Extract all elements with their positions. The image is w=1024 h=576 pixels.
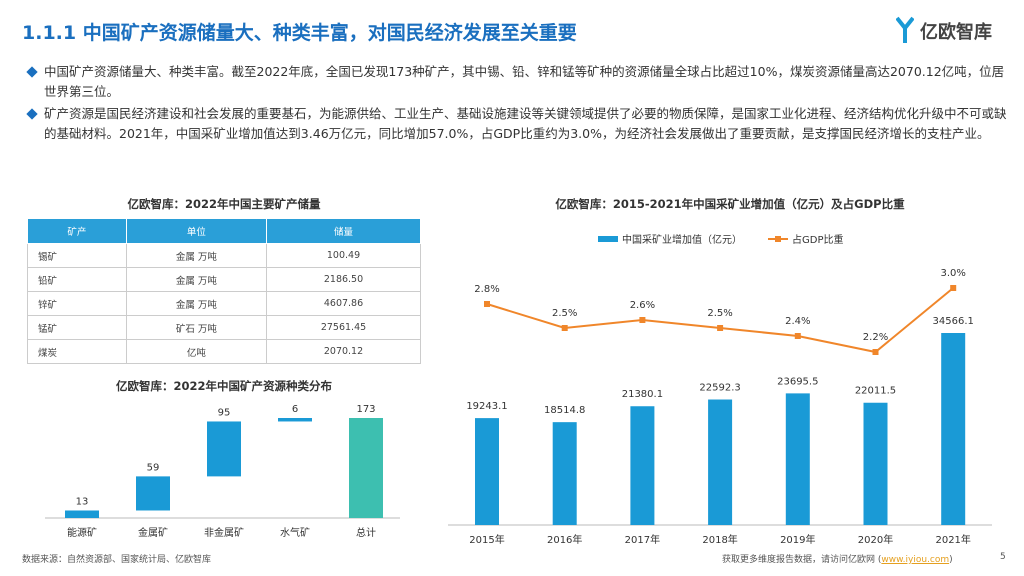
x-tick-label: 2018年 bbox=[702, 533, 737, 546]
table-row: 铅矿 金属 万吨 2186.50 bbox=[27, 267, 421, 292]
footer-text: 获取更多维度报告数据，请访问亿欧网 ( bbox=[722, 555, 882, 565]
bar bbox=[552, 422, 577, 525]
cell: 锰矿 bbox=[27, 315, 127, 340]
cell: 锡矿 bbox=[27, 243, 127, 268]
bar bbox=[941, 333, 966, 525]
bar bbox=[630, 406, 655, 525]
x-tick-label: 非金属矿 bbox=[204, 526, 244, 539]
bar bbox=[207, 421, 241, 477]
chart-title: 亿欧智库：2022年中国矿产资源种类分布 bbox=[115, 379, 332, 393]
column-header: 储量 bbox=[266, 218, 421, 244]
x-tick-label: 能源矿 bbox=[67, 526, 97, 539]
data-label: 173 bbox=[356, 404, 375, 415]
bar bbox=[65, 510, 99, 518]
x-tick-label: 2019年 bbox=[780, 533, 815, 546]
data-label: 34566.1 bbox=[933, 316, 974, 327]
x-tick-label: 2020年 bbox=[858, 533, 893, 546]
column-header: 单位 bbox=[125, 218, 268, 244]
point bbox=[639, 317, 646, 323]
x-tick-label: 金属矿 bbox=[138, 526, 168, 539]
bar bbox=[708, 399, 733, 525]
legend-label: 占GDP比重 bbox=[792, 233, 843, 246]
legend-label: 中国采矿业增加值（亿元） bbox=[622, 233, 742, 246]
data-label: 2.2% bbox=[863, 332, 888, 343]
footer-text: ) bbox=[949, 555, 953, 565]
data-label: 21380.1 bbox=[622, 389, 663, 400]
bullet: 矿产资源是国民经济建设和社会发展的重要基石，为能源供给、工业生产、基础设施建设等… bbox=[44, 104, 1010, 144]
x-tick-label: 2016年 bbox=[547, 533, 582, 546]
bullet: 中国矿产资源储量大、种类丰富。截至2022年底，全国已发现173种矿产，其中锡、… bbox=[44, 62, 1010, 102]
logo: 亿欧智库 bbox=[920, 22, 992, 43]
logo-icon bbox=[896, 16, 914, 43]
point bbox=[872, 349, 879, 355]
table-row: 煤炭 亿吨 2070.12 bbox=[27, 339, 421, 364]
page-number: 5 bbox=[1000, 552, 1006, 562]
table-title: 亿欧智库：2022年中国主要矿产储量 bbox=[127, 197, 321, 211]
point bbox=[717, 325, 724, 331]
legend-swatch bbox=[775, 236, 781, 242]
point bbox=[484, 301, 490, 307]
data-label: 2.5% bbox=[707, 308, 732, 319]
data-label: 2.8% bbox=[474, 284, 499, 295]
point bbox=[561, 325, 568, 331]
data-label: 2.4% bbox=[785, 316, 810, 327]
legend-swatch bbox=[598, 236, 618, 242]
data-label: 95 bbox=[218, 407, 231, 418]
data-label: 23695.5 bbox=[777, 376, 818, 387]
table-header: 矿产 单位 储量 bbox=[27, 218, 421, 244]
bar bbox=[785, 393, 810, 525]
bar bbox=[349, 418, 383, 518]
bar bbox=[475, 418, 499, 525]
data-label: 22011.5 bbox=[855, 386, 896, 397]
x-tick-label: 2015年 bbox=[469, 533, 504, 546]
data-label: 6 bbox=[292, 404, 298, 415]
reserve-table: 矿产 单位 储量 锡矿 金属 万吨 100.49 铅矿 金属 万吨 2186.50 锌矿 金属 万吨… bbox=[27, 218, 421, 364]
bar bbox=[278, 418, 312, 422]
cell: 2070.12 bbox=[266, 339, 421, 364]
point bbox=[794, 333, 801, 339]
x-tick-label: 2021年 bbox=[935, 533, 970, 546]
cell: 金属 万吨 bbox=[125, 243, 268, 268]
slide-title: 1.1.1 中国矿产资源储量大、种类丰富，对国民经济发展至关重要 bbox=[22, 22, 577, 44]
link[interactable]: www.iyiou.com bbox=[881, 555, 950, 565]
data-label: 2.5% bbox=[552, 308, 577, 319]
cell: 煤炭 bbox=[27, 339, 127, 364]
cell: 铅矿 bbox=[27, 267, 127, 292]
chart-title: 亿欧智库：2015-2021年中国采矿业增加值（亿元）及占GDP比重 bbox=[555, 197, 905, 211]
data-label: 22592.3 bbox=[699, 383, 740, 394]
cell: 亿吨 bbox=[125, 339, 268, 364]
x-tick-label: 2017年 bbox=[625, 533, 660, 546]
bar bbox=[863, 402, 888, 525]
data-label: 13 bbox=[76, 496, 89, 507]
data-label: 3.0% bbox=[940, 268, 965, 279]
footer-link-line: 获取更多维度报告数据，请访问亿欧网 (www.iyiou.com) bbox=[722, 552, 953, 565]
data-label: 18514.8 bbox=[544, 405, 585, 416]
x-tick-label: 水气矿 bbox=[280, 526, 310, 539]
bar bbox=[136, 476, 170, 511]
data-label: 2.6% bbox=[630, 300, 655, 311]
x-tick-label: 总计 bbox=[356, 526, 376, 539]
cell: 2186.50 bbox=[266, 267, 421, 292]
source: 数据来源：自然资源部、国家统计局、亿欧智库 bbox=[22, 555, 212, 565]
data-label: 59 bbox=[147, 462, 160, 473]
data-label: 19243.1 bbox=[466, 401, 507, 412]
cell: 4607.86 bbox=[266, 291, 421, 316]
point bbox=[950, 285, 957, 291]
